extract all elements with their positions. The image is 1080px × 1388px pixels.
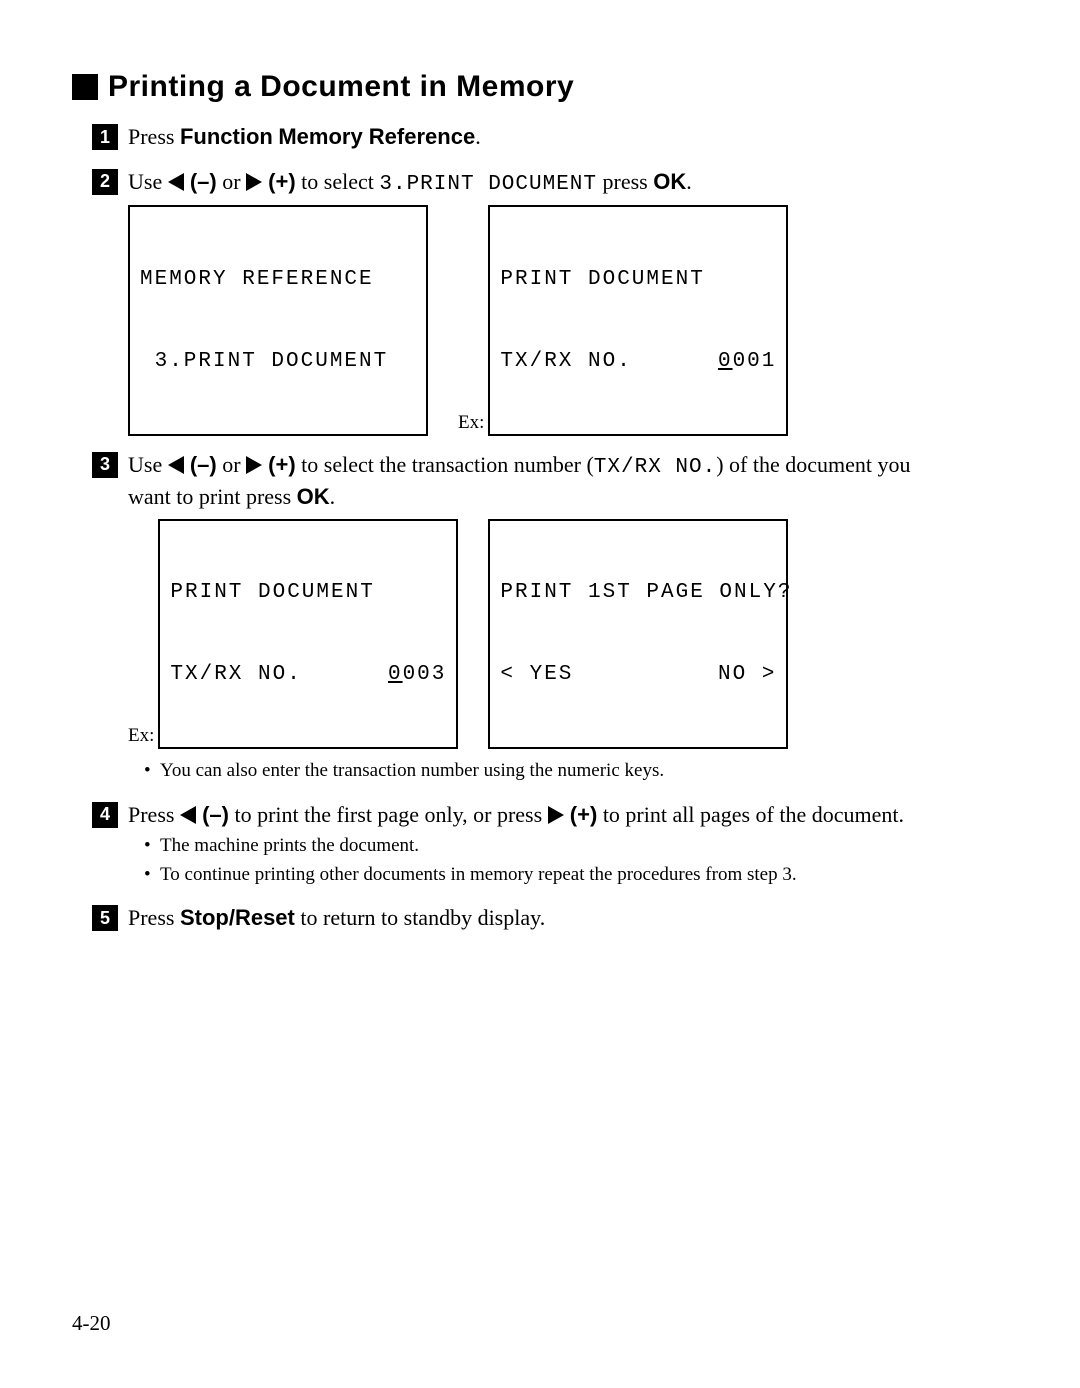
lcd-line: TX/RX NO. [170,661,301,688]
lcd-line: PRINT DOCUMENT [170,579,446,606]
bullet-item: You can also enter the transaction numbe… [160,757,1008,786]
step-body: Press (–) to print the first page only, … [128,800,1008,831]
page-number: 4-20 [72,1311,111,1336]
lcd-display-row: Ex: PRINT DOCUMENT TX/RX NO. 0003 PRINT … [92,519,1008,749]
text: press [240,484,296,509]
lcd-line: 0001 [718,348,776,375]
text: to print the first page only, or press [229,802,548,827]
text: Press [128,802,180,827]
lcd-screen: PRINT DOCUMENT TX/RX NO. 0001 [488,205,788,435]
right-arrow-icon [548,806,564,824]
text: repeat the procedures from step 3. [533,864,796,885]
ok-key-label: OK [297,484,330,509]
step-number-badge: 1 [92,124,118,150]
text: want to print [128,484,240,509]
text: ) of the document you [716,452,910,477]
minus-label: (–) [184,452,217,477]
step-5: 5 Press Stop/Reset to return to standby … [92,903,1008,934]
mono-text: TX/RX NO. [594,456,716,479]
text: press [597,169,653,194]
bullet-item: The machine prints the document. [160,832,1008,861]
lcd-line: TX/RX NO. [500,348,631,375]
text: to return to standby display. [295,905,545,930]
step-number-badge: 3 [92,452,118,478]
bullet-item: To continue printing other documents in … [160,861,1008,890]
lcd-screen: PRINT DOCUMENT TX/RX NO. 0003 [158,519,458,749]
function-key-label: Function [180,124,273,149]
text: to print all pages of the document. [597,802,904,827]
text: . [330,484,336,509]
step-body: Use (–) or (+) to select the transaction… [128,450,1008,513]
minus-label: (–) [184,169,217,194]
example-label: Ex: [458,412,484,434]
step-2: 2 Use (–) or (+) to select 3.PRINT DOCUM… [92,167,1008,436]
step-number-badge: 5 [92,905,118,931]
text: Use [128,452,168,477]
lcd-line: < YES [500,661,573,688]
text: . [686,169,692,194]
step-bullets: The machine prints the document. To cont… [92,832,1008,889]
plus-label: (+) [262,169,296,194]
text: or [217,452,246,477]
ok-key-label: OK [653,169,686,194]
text: to select [296,169,380,194]
left-arrow-icon [168,173,184,191]
example-label: Ex: [128,725,154,747]
plus-label: (+) [564,802,598,827]
step-body: Press Stop/Reset to return to standby di… [128,903,1008,934]
step-body: Press Function Memory Reference. [128,122,1008,153]
lcd-line: PRINT 1ST PAGE ONLY? [500,579,776,606]
step-3: 3 Use (–) or (+) to select the transacti… [92,450,1008,786]
text: Use [128,169,168,194]
text: or [217,169,246,194]
right-arrow-icon [246,173,262,191]
text: Press [128,905,180,930]
menu-item-mono: 3.PRINT DOCUMENT [379,173,597,196]
step-4: 4 Press (–) to print the first page only… [92,800,1008,890]
section-heading: Printing a Document in Memory [72,70,1008,104]
step-number-badge: 4 [92,802,118,828]
minus-label: (–) [196,802,229,827]
lcd-screen: MEMORY REFERENCE 3.PRINT DOCUMENT [128,205,428,435]
memory-reference-label: Memory Reference [278,124,475,149]
lcd-screen: PRINT 1ST PAGE ONLY? < YES NO > [488,519,788,749]
lcd-line: 3.PRINT DOCUMENT [140,348,416,375]
step-number-badge: 2 [92,169,118,195]
left-arrow-icon [180,806,196,824]
lcd-line: 0003 [388,661,446,688]
right-arrow-icon [246,456,262,474]
stop-reset-label: Stop/Reset [180,905,295,930]
text: To continue printing other documents in … [160,864,533,885]
lcd-display-row: MEMORY REFERENCE 3.PRINT DOCUMENT Ex: PR… [92,205,1008,435]
steps-list: 1 Press Function Memory Reference. 2 Use… [72,122,1008,934]
text: to select the transaction number ( [296,452,594,477]
text: Press [128,124,180,149]
heading-square-icon [72,74,98,100]
plus-label: (+) [262,452,296,477]
step-bullets: You can also enter the transaction numbe… [92,757,1008,786]
step-body: Use (–) or (+) to select 3.PRINT DOCUMEN… [128,167,1008,199]
heading-text: Printing a Document in Memory [108,70,574,104]
step-1: 1 Press Function Memory Reference. [92,122,1008,153]
left-arrow-icon [168,456,184,474]
lcd-line: NO > [718,661,776,688]
text: . [475,124,481,149]
lcd-line: MEMORY REFERENCE [140,266,416,293]
lcd-line: PRINT DOCUMENT [500,266,776,293]
